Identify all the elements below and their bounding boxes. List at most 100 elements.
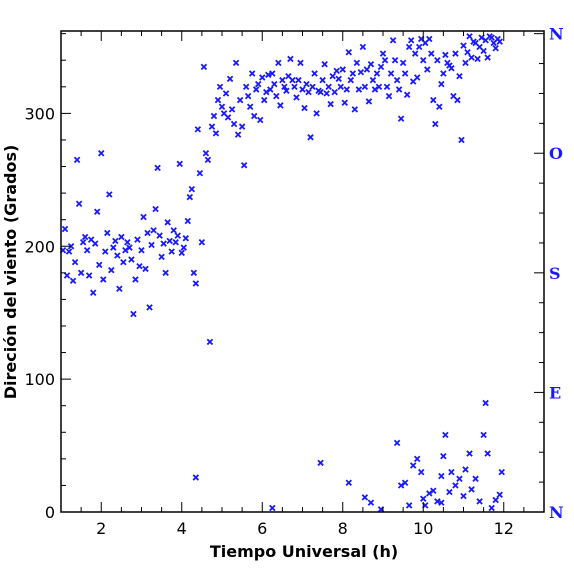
data-point — [482, 399, 489, 407]
data-point — [71, 258, 79, 266]
data-point — [204, 156, 212, 164]
data-point — [379, 50, 387, 57]
data-point — [301, 104, 308, 112]
data-point — [289, 76, 296, 84]
data-point — [327, 100, 334, 108]
data-point — [140, 213, 147, 221]
data-point — [454, 96, 461, 104]
data-point — [73, 156, 81, 164]
data-point — [411, 50, 419, 57]
data-point — [116, 285, 123, 293]
data-point — [383, 83, 391, 91]
data-point — [144, 229, 151, 237]
data-point — [468, 54, 475, 61]
data-point — [246, 103, 254, 110]
data-point — [331, 88, 338, 96]
data-point — [405, 43, 413, 51]
data-point — [132, 276, 139, 283]
data-point — [250, 112, 258, 120]
data-point — [399, 59, 407, 67]
data-point — [248, 70, 256, 77]
data-point — [168, 248, 175, 255]
data-point — [385, 92, 393, 100]
data-point — [176, 160, 183, 168]
data-point — [91, 240, 99, 247]
data-point — [389, 37, 397, 44]
data-point — [413, 74, 421, 81]
data-point — [309, 83, 316, 91]
data-point — [319, 76, 326, 84]
data-point — [200, 63, 208, 71]
data-point — [297, 59, 304, 67]
data-point — [263, 88, 270, 96]
data-point — [106, 191, 113, 198]
data-point — [325, 83, 332, 91]
data-point — [381, 56, 389, 64]
data-point — [438, 472, 445, 480]
data-point — [158, 253, 165, 261]
data-point — [198, 239, 206, 246]
data-point — [339, 66, 346, 73]
data-point — [242, 83, 250, 91]
data-point — [409, 462, 417, 469]
data-point — [194, 126, 202, 133]
data-point — [430, 487, 437, 494]
data-point — [397, 482, 405, 489]
data-point — [81, 233, 89, 241]
data-point — [420, 495, 427, 502]
data-point — [63, 272, 71, 279]
data-point — [452, 50, 459, 57]
data-point — [369, 76, 377, 84]
x-tick-label: 6 — [257, 519, 267, 538]
x-tick-label: 8 — [338, 519, 348, 538]
data-point — [472, 475, 479, 483]
data-point — [393, 439, 401, 447]
data-point — [317, 88, 324, 96]
data-point — [65, 248, 73, 255]
y-tick-label: 300 — [24, 104, 55, 123]
compass-label: O — [549, 144, 563, 163]
data-point — [188, 185, 196, 193]
data-point — [434, 56, 441, 64]
data-point — [442, 51, 449, 59]
x-tick-label: 10 — [413, 519, 433, 538]
data-point — [275, 59, 282, 67]
data-point — [79, 239, 87, 246]
data-point — [269, 504, 276, 512]
data-point — [428, 50, 435, 57]
data-point — [361, 83, 369, 91]
data-point — [440, 452, 447, 460]
x-tick-label: 4 — [177, 519, 187, 538]
data-point — [96, 261, 103, 269]
data-point — [305, 88, 312, 96]
data-point — [468, 486, 475, 493]
data-point — [156, 232, 163, 239]
data-point — [426, 490, 433, 497]
data-point — [432, 120, 439, 128]
data-point — [210, 112, 218, 120]
data-point — [430, 96, 437, 104]
data-point — [343, 86, 351, 93]
data-point — [293, 94, 300, 101]
data-point — [440, 70, 447, 77]
data-point — [333, 67, 340, 75]
data-point — [367, 499, 375, 506]
data-point — [407, 37, 415, 44]
data-point — [335, 75, 342, 83]
data-point — [98, 150, 105, 157]
data-point — [480, 431, 487, 439]
data-point — [349, 70, 357, 77]
data-point — [317, 459, 324, 467]
data-point — [484, 54, 491, 61]
data-point — [462, 466, 469, 473]
data-point — [492, 45, 499, 52]
data-point — [329, 72, 336, 80]
data-point — [257, 116, 264, 124]
data-point — [166, 237, 173, 245]
data-point — [126, 244, 133, 251]
data-point — [291, 83, 298, 91]
data-point — [492, 496, 499, 504]
data-point — [420, 56, 427, 64]
data-point — [120, 258, 127, 266]
